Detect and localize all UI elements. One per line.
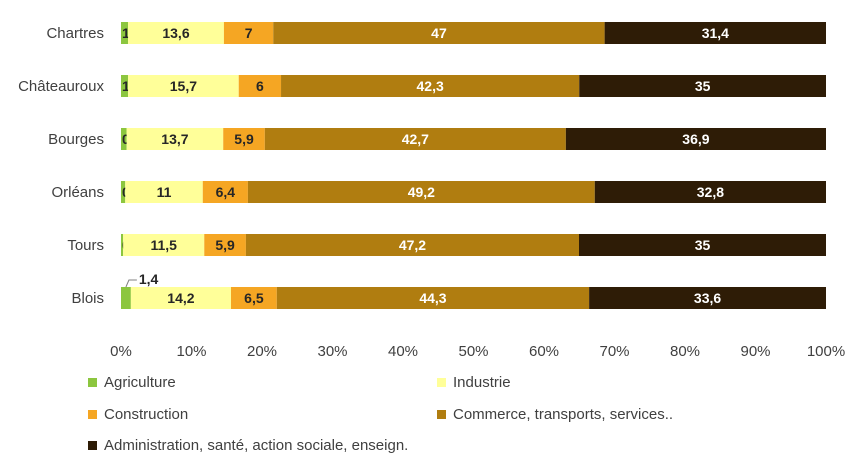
bar-segment: [130, 287, 231, 309]
bar-segment: [238, 75, 282, 97]
bar-segment: [604, 22, 826, 44]
x-tick-label: 20%: [247, 343, 277, 360]
data-label: 1: [122, 25, 130, 41]
legend-swatch: [88, 378, 97, 387]
data-label: 42,3: [417, 78, 444, 94]
data-label: 35: [695, 237, 711, 253]
bar-segment: [128, 75, 239, 97]
bar-segment: [121, 128, 127, 150]
legend-swatch: [88, 410, 97, 419]
data-label: 32,8: [697, 184, 724, 200]
data-label: 6,4: [216, 184, 236, 200]
bar-segment: [589, 287, 826, 309]
data-label: 7: [245, 25, 253, 41]
bar-segment: [281, 75, 580, 97]
x-tick-label: 60%: [529, 343, 559, 360]
x-tick-label: 90%: [740, 343, 770, 360]
bar-segment: [579, 234, 826, 256]
legend-item: Construction: [88, 406, 188, 423]
data-label: 5,9: [234, 131, 254, 147]
data-label: 5,9: [215, 237, 235, 253]
x-tick-label: 100%: [807, 343, 845, 360]
bar-segment: [126, 128, 224, 150]
data-label: 47: [431, 25, 447, 41]
x-tick-label: 10%: [176, 343, 206, 360]
legend-label: Construction: [104, 406, 189, 423]
legend-swatch: [437, 378, 446, 387]
x-tick-label: 70%: [599, 343, 629, 360]
data-label: 33,6: [694, 290, 721, 306]
bar-segment: [247, 181, 595, 203]
bar-segment: [202, 181, 248, 203]
category-label: Blois: [71, 290, 104, 307]
bar-segment: [121, 234, 124, 256]
data-label: 36,9: [682, 131, 709, 147]
legend-item: Agriculture: [88, 374, 176, 391]
bar-segment: [121, 22, 129, 44]
x-tick-label: 30%: [317, 343, 347, 360]
data-label: 15,7: [170, 78, 197, 94]
legend-label: Administration, santé, action sociale, e…: [104, 437, 409, 454]
bar-segment: [121, 181, 126, 203]
legend-label: Commerce, transports, services..: [453, 406, 674, 423]
x-tick-label: 0%: [110, 343, 132, 360]
legend-label: Industrie: [453, 374, 511, 391]
bar-segment: [276, 287, 590, 309]
data-label: 42,7: [402, 131, 429, 147]
data-label: 14,2: [167, 290, 194, 306]
category-label: Bourges: [48, 131, 104, 148]
bar-segment: [121, 287, 131, 309]
data-label: 6: [256, 78, 264, 94]
bar-segment: [123, 234, 205, 256]
bar-segment: [565, 128, 826, 150]
bar-segment: [223, 128, 265, 150]
bar-segment: [121, 75, 129, 97]
data-label: 13,7: [161, 131, 188, 147]
category-label: Châteauroux: [18, 78, 104, 95]
x-tick-label: 40%: [388, 343, 418, 360]
data-label: 47,2: [399, 237, 426, 253]
data-label: 1,4: [139, 271, 159, 287]
data-label: 13,6: [162, 25, 189, 41]
x-tick-label: 50%: [458, 343, 488, 360]
bar-segment: [125, 181, 203, 203]
bar-segment: [579, 75, 826, 97]
data-label: 35: [695, 78, 711, 94]
data-label: 11: [157, 184, 172, 200]
legend-label: Agriculture: [104, 374, 176, 391]
legend-swatch: [88, 441, 97, 450]
leader-line: [125, 279, 137, 288]
bar-segment: [230, 287, 277, 309]
bar-segment: [204, 234, 246, 256]
data-label: 31,4: [702, 25, 729, 41]
data-label: 6,5: [244, 290, 264, 306]
legend-item: Industrie: [437, 374, 511, 391]
bar-segment: [264, 128, 566, 150]
legend-item: Administration, santé, action sociale, e…: [88, 437, 408, 454]
bar-segment: [128, 22, 224, 44]
x-tick-label: 80%: [670, 343, 700, 360]
data-label: 49,2: [408, 184, 435, 200]
bar-segment: [273, 22, 605, 44]
bar-segment: [245, 234, 580, 256]
legend-swatch: [437, 410, 446, 419]
bar-segment: [594, 181, 826, 203]
bar-segment: [223, 22, 274, 44]
legend-item: Commerce, transports, services..: [437, 406, 673, 423]
data-label: 1: [122, 78, 130, 94]
data-label: 44,3: [419, 290, 446, 306]
data-label: 11,5: [150, 237, 177, 253]
category-label: Orléans: [51, 184, 104, 201]
category-label: Chartres: [46, 25, 104, 42]
category-label: Tours: [67, 237, 104, 254]
